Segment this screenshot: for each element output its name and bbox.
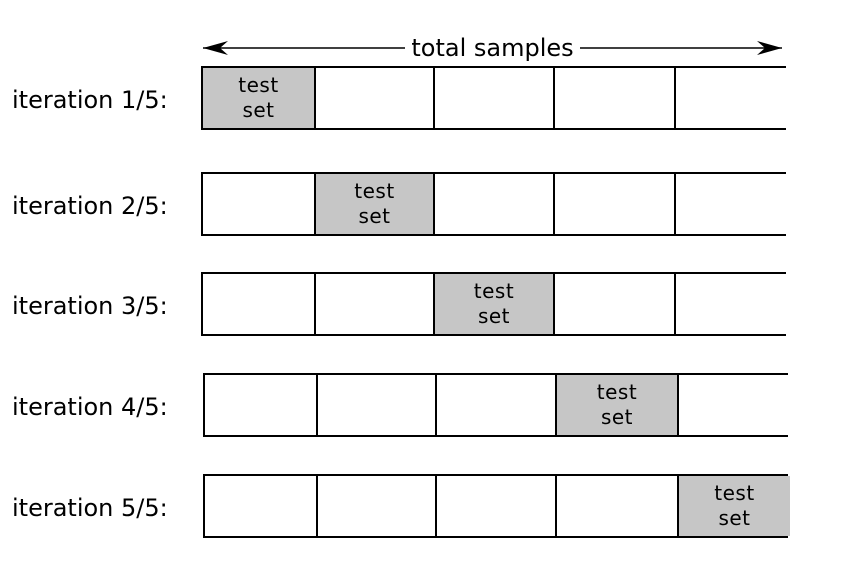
iteration-label: iteration 1/5:	[12, 86, 168, 114]
samples-bar: test set	[203, 474, 790, 538]
training-fold	[203, 274, 316, 334]
iteration-label: iteration 2/5:	[12, 192, 168, 220]
training-fold	[555, 174, 676, 234]
training-fold	[676, 174, 788, 234]
training-fold	[435, 68, 555, 128]
samples-bar: test set	[201, 272, 788, 336]
training-fold	[679, 375, 790, 435]
total-samples-double-arrow	[203, 41, 782, 55]
iteration-row-5: iteration 5/5: test set	[0, 474, 841, 542]
test-set-fold: test set	[557, 375, 679, 435]
training-fold	[435, 174, 555, 234]
training-fold	[557, 476, 679, 536]
training-fold	[676, 68, 788, 128]
training-fold	[555, 274, 676, 334]
test-set-fold: test set	[679, 476, 790, 536]
training-fold	[437, 375, 557, 435]
training-fold	[676, 274, 788, 334]
training-fold	[437, 476, 557, 536]
iteration-row-3: iteration 3/5: test set	[0, 272, 841, 340]
test-set-label: test set	[238, 73, 279, 122]
test-set-fold: test set	[435, 274, 555, 334]
iteration-label: iteration 4/5:	[12, 393, 168, 421]
training-fold	[555, 68, 676, 128]
right-arrowhead-icon	[757, 41, 782, 55]
samples-bar: test set	[201, 172, 788, 236]
test-set-fold: test set	[316, 174, 435, 234]
training-fold	[205, 476, 318, 536]
training-fold	[316, 274, 435, 334]
test-set-label: test set	[714, 481, 755, 530]
samples-bar: test set	[203, 373, 790, 437]
iteration-label: iteration 3/5:	[12, 292, 168, 320]
iteration-row-1: iteration 1/5: test set	[0, 66, 841, 134]
iteration-row-2: iteration 2/5: test set	[0, 172, 841, 240]
training-fold	[203, 174, 316, 234]
test-set-fold: test set	[203, 68, 316, 128]
iteration-label: iteration 5/5:	[12, 494, 168, 522]
total-samples-header: total samples	[200, 30, 785, 66]
test-set-label: test set	[596, 380, 638, 429]
test-set-label: test set	[354, 179, 395, 228]
test-set-label: test set	[473, 279, 515, 328]
training-fold	[318, 476, 437, 536]
iteration-row-4: iteration 4/5: test set	[0, 373, 841, 441]
training-fold	[316, 68, 435, 128]
left-arrowhead-icon	[203, 41, 228, 55]
training-fold	[205, 375, 318, 435]
training-fold	[318, 375, 437, 435]
samples-bar: test set	[201, 66, 788, 130]
